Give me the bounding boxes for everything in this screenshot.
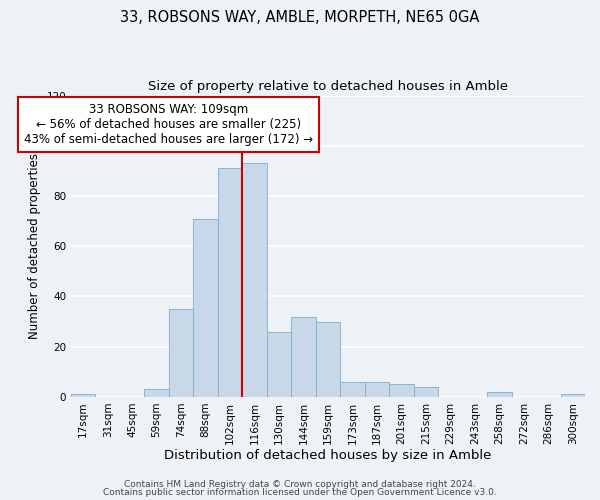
- X-axis label: Distribution of detached houses by size in Amble: Distribution of detached houses by size …: [164, 450, 491, 462]
- Bar: [193, 218, 218, 397]
- Bar: [487, 392, 512, 397]
- Text: Contains public sector information licensed under the Open Government Licence v3: Contains public sector information licen…: [103, 488, 497, 497]
- Bar: [413, 387, 438, 397]
- Text: 33, ROBSONS WAY, AMBLE, MORPETH, NE65 0GA: 33, ROBSONS WAY, AMBLE, MORPETH, NE65 0G…: [121, 10, 479, 25]
- Bar: [560, 394, 585, 397]
- Bar: [340, 382, 365, 397]
- Bar: [365, 382, 389, 397]
- Bar: [169, 309, 193, 397]
- Bar: [389, 384, 413, 397]
- Text: 33 ROBSONS WAY: 109sqm
← 56% of detached houses are smaller (225)
43% of semi-de: 33 ROBSONS WAY: 109sqm ← 56% of detached…: [25, 103, 313, 146]
- Bar: [145, 390, 169, 397]
- Bar: [71, 394, 95, 397]
- Y-axis label: Number of detached properties: Number of detached properties: [28, 154, 41, 340]
- Bar: [291, 316, 316, 397]
- Bar: [316, 322, 340, 397]
- Text: Contains HM Land Registry data © Crown copyright and database right 2024.: Contains HM Land Registry data © Crown c…: [124, 480, 476, 489]
- Bar: [267, 332, 291, 397]
- Title: Size of property relative to detached houses in Amble: Size of property relative to detached ho…: [148, 80, 508, 93]
- Bar: [218, 168, 242, 397]
- Bar: [242, 164, 267, 397]
